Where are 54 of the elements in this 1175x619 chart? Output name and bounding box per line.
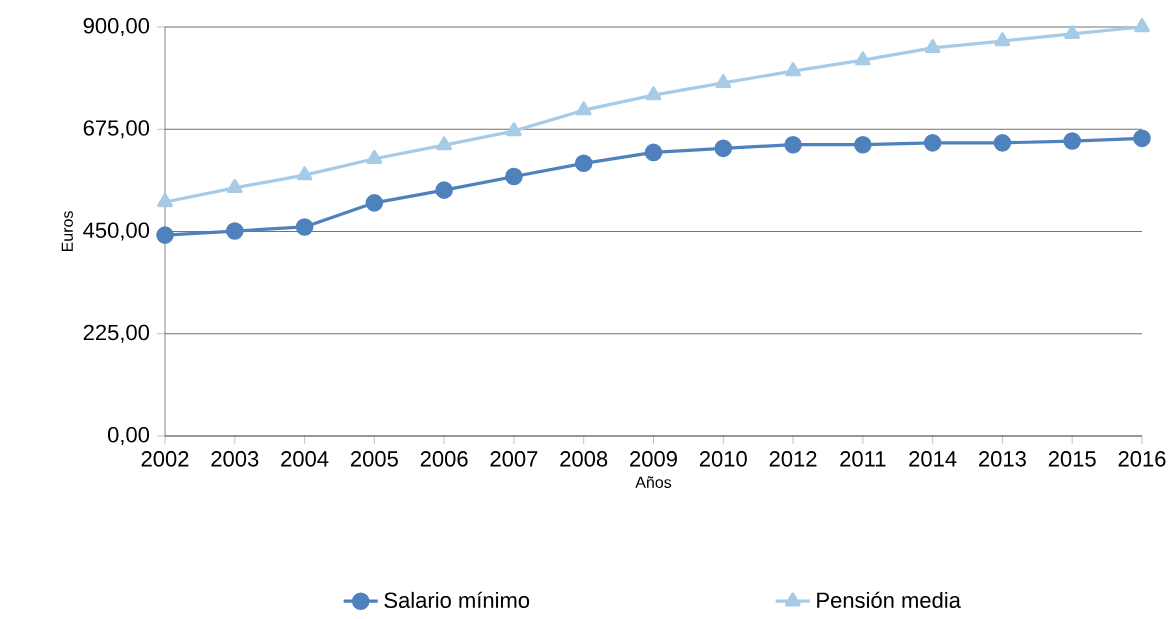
- y-tick-label: 675,00: [83, 120, 150, 139]
- point: [924, 39, 941, 54]
- x-tick-label: 2010: [699, 451, 747, 467]
- point: [715, 74, 732, 89]
- point: [505, 167, 523, 186]
- point: [1063, 132, 1081, 150]
- point: [225, 222, 244, 240]
- point: [436, 136, 452, 151]
- point: [714, 139, 733, 158]
- x-tick-label: 2012: [769, 451, 817, 467]
- point: [993, 134, 1012, 152]
- point: [785, 62, 801, 77]
- point: [1064, 25, 1081, 40]
- point: [506, 122, 522, 137]
- x-tick-label: 2008: [560, 451, 608, 467]
- point: [923, 134, 942, 152]
- point: [295, 218, 314, 236]
- y-tick-label: 225,00: [83, 324, 150, 343]
- x-tick-label: 2004: [281, 451, 329, 467]
- x-tick-label: 2013: [979, 451, 1026, 467]
- point: [854, 135, 872, 154]
- point: [365, 194, 384, 212]
- y-tick-label: 0,00: [107, 427, 150, 446]
- x-tick-label: 2011: [840, 451, 886, 467]
- point: [1134, 18, 1150, 33]
- x-tick-label: 2015: [1048, 451, 1096, 467]
- point: [855, 51, 871, 66]
- x-tick-label: 2003: [211, 451, 259, 467]
- point: [644, 143, 663, 162]
- point: [994, 32, 1011, 47]
- y-tick-label: 900,00: [83, 18, 150, 37]
- x-tick-label: 2002: [141, 451, 189, 467]
- x-tick-label: 2006: [420, 451, 468, 467]
- y-tick-label: 450,00: [83, 222, 150, 241]
- legend-label: Salario mínimo: [384, 591, 530, 609]
- point: [574, 154, 593, 173]
- point: [366, 150, 383, 165]
- x-tick-label: 2007: [490, 451, 538, 467]
- point: [296, 166, 313, 181]
- legend-label: Pensión media: [817, 591, 961, 609]
- point: [1133, 129, 1151, 148]
- x-axis-title: Años: [635, 476, 672, 489]
- point: [645, 86, 662, 101]
- point: [784, 135, 802, 154]
- point: [575, 101, 592, 116]
- point: [157, 193, 173, 208]
- point: [156, 226, 174, 245]
- x-tick-label: 2009: [630, 451, 677, 467]
- x-tick-label: 2005: [350, 451, 398, 467]
- point: [435, 181, 453, 200]
- point: [226, 179, 243, 194]
- y-axis-title: Euros: [61, 211, 73, 252]
- x-tick-label: 2014: [909, 451, 957, 467]
- x-tick-label: 2016: [1118, 451, 1166, 467]
